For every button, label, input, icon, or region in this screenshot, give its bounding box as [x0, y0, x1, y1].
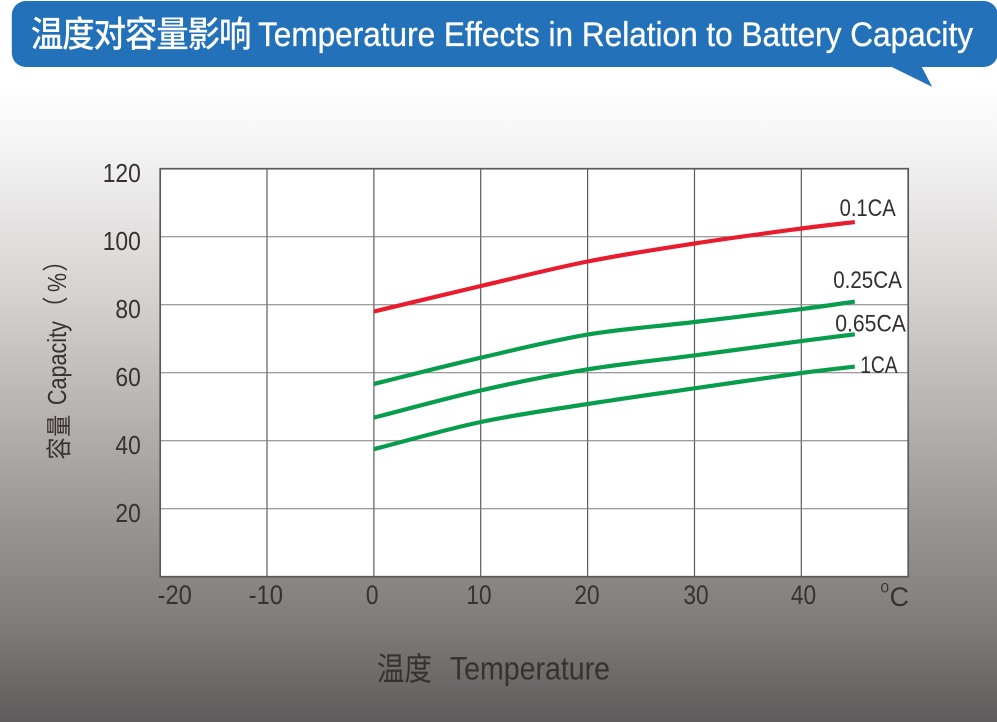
- svg-text:Capacity: Capacity: [42, 321, 72, 405]
- svg-text:Temperature Effects in Relatio: Temperature Effects in Relation to Batte…: [258, 16, 974, 54]
- svg-text:0.65CA: 0.65CA: [835, 312, 906, 338]
- svg-text:40: 40: [115, 430, 140, 460]
- svg-text:20: 20: [115, 498, 140, 528]
- svg-text:0.25CA: 0.25CA: [833, 268, 902, 294]
- svg-text:0.1CA: 0.1CA: [840, 196, 896, 222]
- svg-text:1CA: 1CA: [860, 353, 898, 379]
- svg-text:0: 0: [881, 580, 890, 596]
- svg-text:60: 60: [115, 362, 140, 392]
- svg-text:80: 80: [115, 294, 140, 324]
- svg-text:120: 120: [103, 158, 141, 188]
- svg-text:-10: -10: [249, 580, 283, 610]
- svg-text:10: 10: [466, 580, 491, 610]
- svg-text:40: 40: [791, 580, 816, 610]
- svg-text:-20: -20: [158, 580, 192, 610]
- svg-text:100: 100: [103, 226, 141, 256]
- svg-text:0: 0: [366, 580, 379, 610]
- svg-text:20: 20: [574, 580, 599, 610]
- svg-text:C: C: [890, 582, 909, 612]
- svg-text:Temperature: Temperature: [450, 650, 610, 686]
- svg-text:%: %: [42, 273, 72, 292]
- svg-text:30: 30: [683, 580, 708, 610]
